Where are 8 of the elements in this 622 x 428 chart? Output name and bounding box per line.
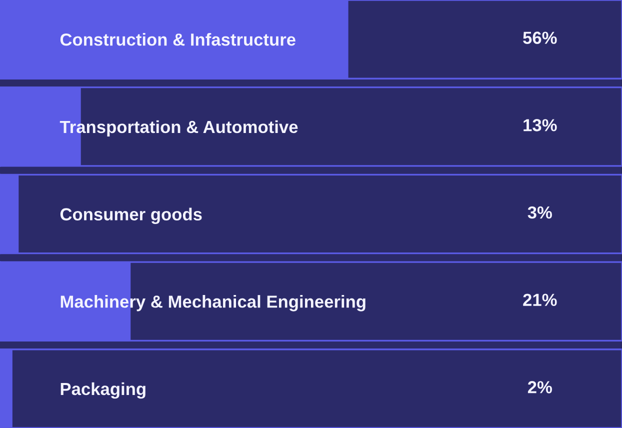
data-label: 13% [524,119,557,132]
data-label: 2% [528,381,552,394]
y-tick-label: Construction & Infastructure [60,33,296,46]
data-label: 21% [523,294,557,306]
y-tick-label: Packaging [60,382,146,399]
data-label: 3% [528,206,552,219]
data-label: 56% [523,32,557,44]
y-tick-label: Consumer goods [60,208,202,224]
